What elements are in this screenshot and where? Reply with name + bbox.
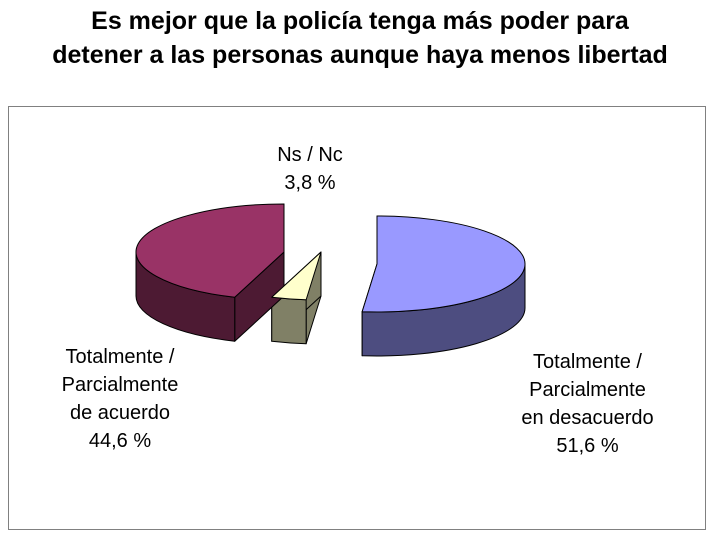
slice-label-acuerdo: Totalmente / Parcialmente de acuerdo 44,… xyxy=(61,346,179,452)
pie-slice-desacuerdo-top xyxy=(361,215,526,313)
chart-title-line-2: detener a las personas aunque haya menos… xyxy=(52,41,668,69)
chart-title-line-1: Es mejor que la policía tenga más poder … xyxy=(91,7,629,35)
pie-slice-acuerdo-top xyxy=(135,203,285,298)
plot-area xyxy=(8,106,706,530)
chart-title: Es mejor que la policía tenga más poder … xyxy=(0,4,720,72)
slice-label-desacuerdo: Totalmente / Parcialmente en desacuerdo … xyxy=(521,351,654,457)
pie-slice-nsnc-top xyxy=(271,251,322,301)
slice-label-nsnc: Ns / Nc 3,8 % xyxy=(277,144,343,194)
